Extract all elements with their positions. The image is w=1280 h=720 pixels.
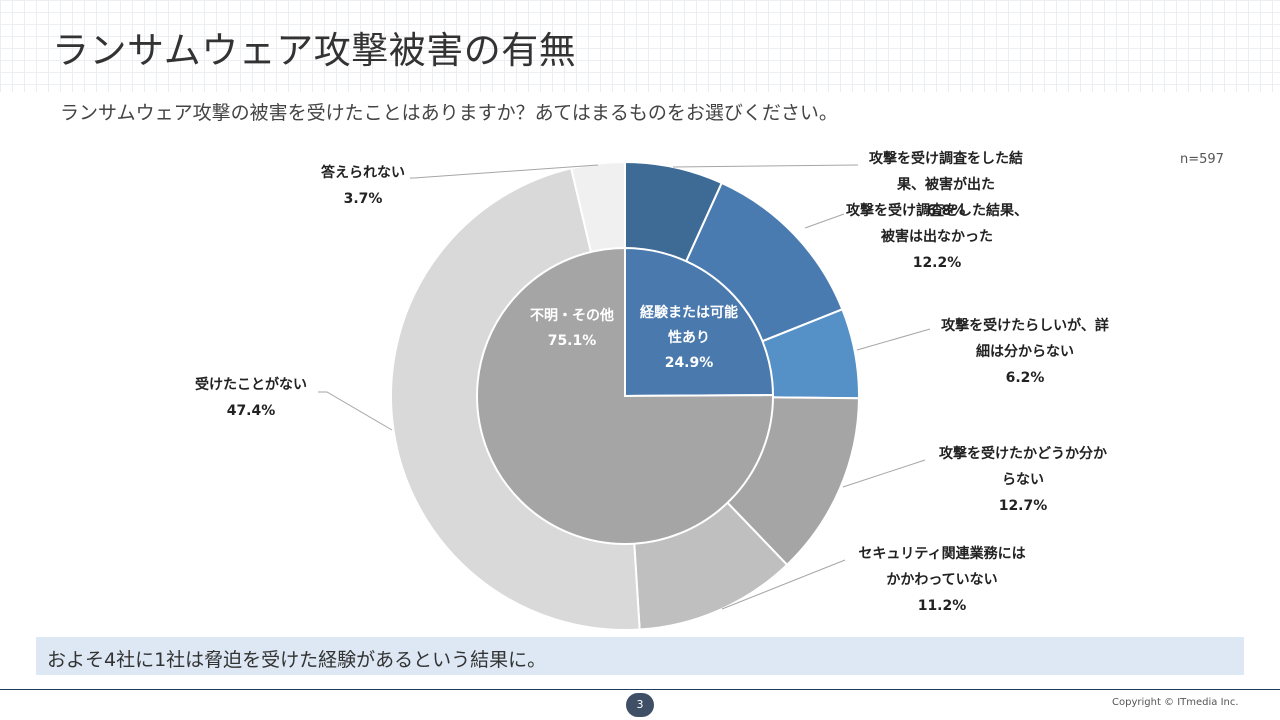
leader-line-3 [842, 459, 926, 488]
inner-slice-0 [624, 246, 775, 398]
survey-question: ランサムウェア攻撃の被害を受けたことはありますか？あてはまるものをお選びください… [60, 102, 838, 124]
label-unsure: 攻撃を受けたかどうか分か らない 12.7% [939, 446, 1107, 514]
label-not-involved: セキュリティ関連業務には かかわっていない 11.2% [858, 546, 1026, 614]
summary-banner: およそ4社に1社は脅迫を受けた経験があるという結果に。 [36, 637, 1244, 675]
label-details-unknown: 攻撃を受けたらしいが、詳 細は分からない 6.2% [941, 318, 1109, 386]
page-number: 3 [626, 693, 654, 717]
sample-size: n=597 [1180, 152, 1224, 167]
leader-lines [318, 164, 931, 610]
inner-label-experienced: 経験または可能 性あり 24.9% [640, 305, 738, 371]
label-never: 受けたことがない 47.4% [195, 377, 307, 419]
footer-divider [0, 689, 1280, 690]
leader-line-5 [318, 391, 393, 431]
page-title: ランサムウェア攻撃被害の有無 [52, 29, 577, 72]
label-damaged: 攻撃を受け調査をした結 果、被害が出た 6.8% [869, 151, 1023, 219]
label-no-damage: 攻撃を受け調査をした結果、 被害は出なかった 12.2% [846, 203, 1028, 271]
title-band [0, 0, 1280, 92]
leader-line-4 [721, 559, 846, 610]
inner-label-unknown: 不明・その他 75.1% [530, 308, 614, 349]
leader-line-2 [856, 328, 931, 351]
inner-slice-1 [476, 246, 774, 545]
leader-line-1 [804, 213, 845, 229]
copyright: Copyright © ITmedia Inc. [1112, 697, 1239, 708]
leader-line-6 [410, 164, 599, 179]
inner-ring [476, 246, 775, 545]
summary-text: およそ4社に1社は脅迫を受けた経験があるという結果に。 [47, 649, 547, 671]
leader-line-0 [672, 164, 859, 168]
label-cannot-answer: 答えられない 3.7% [321, 165, 405, 207]
